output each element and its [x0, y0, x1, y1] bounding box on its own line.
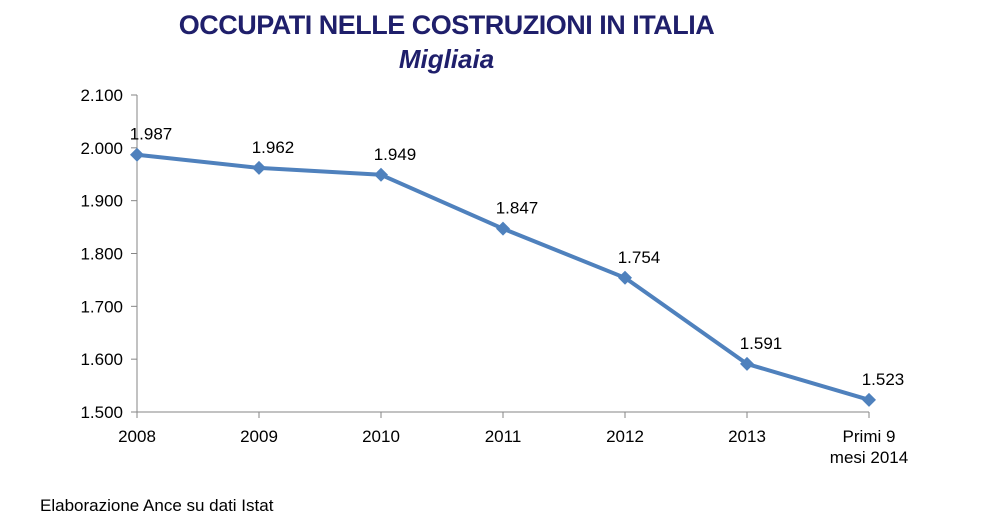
- data-point-marker: [252, 160, 266, 175]
- data-point-marker: [618, 270, 632, 285]
- x-tick-label: 2012: [606, 427, 644, 446]
- data-label: 1.754: [618, 248, 661, 267]
- data-label: 1.949: [374, 145, 417, 164]
- source-note: Elaborazione Ance su dati Istat: [40, 496, 274, 515]
- data-label: 1.847: [496, 199, 539, 218]
- y-tick-label: 1.800: [80, 245, 123, 264]
- y-tick-label: 2.000: [80, 139, 123, 158]
- y-tick-label: 1.600: [80, 350, 123, 369]
- x-tick-label: 2013: [728, 427, 766, 446]
- data-point-marker: [374, 167, 388, 182]
- y-tick-label: 1.500: [80, 403, 123, 422]
- data-label: 1.962: [252, 138, 295, 157]
- x-tick-label: 2008: [118, 427, 156, 446]
- chart-subtitle: Migliaia: [398, 44, 495, 74]
- data-label: 1.591: [740, 334, 783, 353]
- y-tick-label: 2.100: [80, 86, 123, 105]
- x-tick-label: 2011: [485, 427, 522, 446]
- series-line: [136, 152, 870, 402]
- x-tick-label: 2010: [362, 427, 400, 446]
- data-point-marker: [130, 147, 144, 162]
- data-label: 1.523: [862, 370, 905, 389]
- data-label: 1.987: [130, 125, 173, 144]
- x-tick-label: Primi 9 mesi 2014: [830, 427, 908, 467]
- data-point-marker: [862, 392, 876, 407]
- chart-title: OCCUPATI NELLE COSTRUZIONI IN ITALIA: [178, 10, 715, 40]
- y-tick-label: 1.900: [80, 192, 123, 211]
- data-point-marker: [740, 356, 754, 371]
- y-tick-label: 1.700: [80, 297, 123, 316]
- x-tick-label: 2009: [240, 427, 278, 446]
- data-point-marker: [496, 221, 510, 236]
